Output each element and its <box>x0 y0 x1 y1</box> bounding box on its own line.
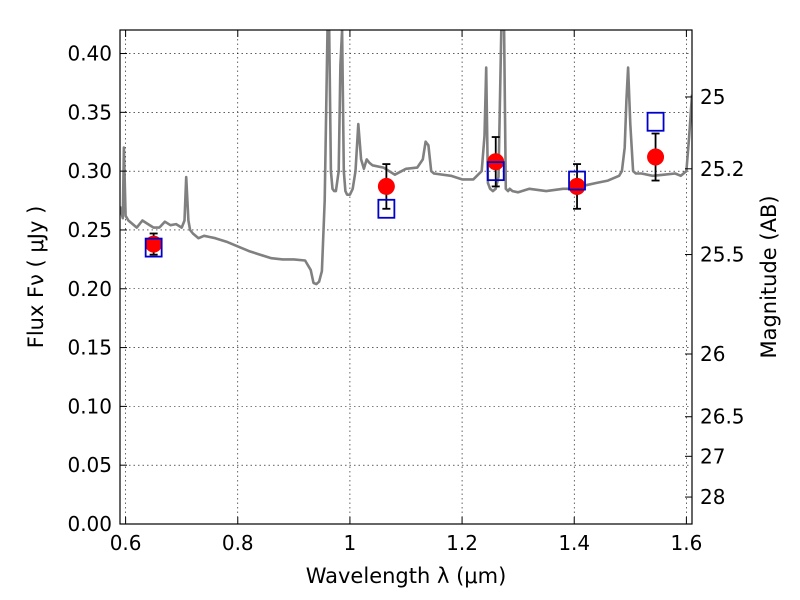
y-tick-label: 0.05 <box>67 453 112 477</box>
right-tick-label: 25.5 <box>700 243 745 267</box>
model-band-square <box>144 237 163 258</box>
x-tick-label: 1.4 <box>558 531 590 555</box>
x-tick-label: 1.6 <box>670 531 702 555</box>
x-tick-label: 0.6 <box>110 531 142 555</box>
x-tick-label: 0.8 <box>222 531 254 555</box>
plot-frame <box>119 29 693 525</box>
x-tick-label: 1.2 <box>446 531 478 555</box>
observed-point <box>377 177 395 195</box>
right-tick-label: 26.5 <box>700 405 745 429</box>
tick-layer <box>120 30 692 525</box>
right-tick-label: 26 <box>700 342 725 366</box>
points-layer <box>144 111 665 258</box>
x-axis-title: Wavelength λ (μm) <box>306 564 507 588</box>
observed-point <box>647 148 665 166</box>
label-layer: 0.6 0.8 1 1.2 1.4 1.6 0.00 0.05 0.10 0.15 0.20 0.25… <box>67 42 744 555</box>
right-tick-label: 25.2 <box>700 157 745 181</box>
model-band-square <box>646 111 665 132</box>
y-tick-label: 0.40 <box>67 42 112 66</box>
model-band-square <box>377 198 396 219</box>
y-tick-label: 0.10 <box>67 394 112 418</box>
model-band-square <box>568 170 586 191</box>
model-band-square <box>486 161 505 182</box>
right-tick-label: 28 <box>700 485 725 509</box>
grid-layer <box>120 30 692 525</box>
right-axis-title: Magnitude (AB) <box>757 195 781 358</box>
spectrum-layer <box>120 30 692 286</box>
right-tick-label: 25 <box>700 85 725 109</box>
x-tick-label: 1 <box>344 531 357 555</box>
y-tick-label: 0.35 <box>67 100 112 124</box>
y-axis-title: Flux Fν ( μJy ) <box>24 206 48 349</box>
y-tick-label: 0.30 <box>67 159 112 183</box>
y-tick-label: 0.25 <box>67 218 112 242</box>
y-tick-label: 0.20 <box>67 277 112 301</box>
y-tick-label: 0.00 <box>67 512 112 536</box>
model-spectrum-line <box>120 30 692 286</box>
observed-point <box>568 177 586 195</box>
y-tick-label: 0.15 <box>67 336 112 360</box>
right-tick-label: 27 <box>700 444 725 468</box>
